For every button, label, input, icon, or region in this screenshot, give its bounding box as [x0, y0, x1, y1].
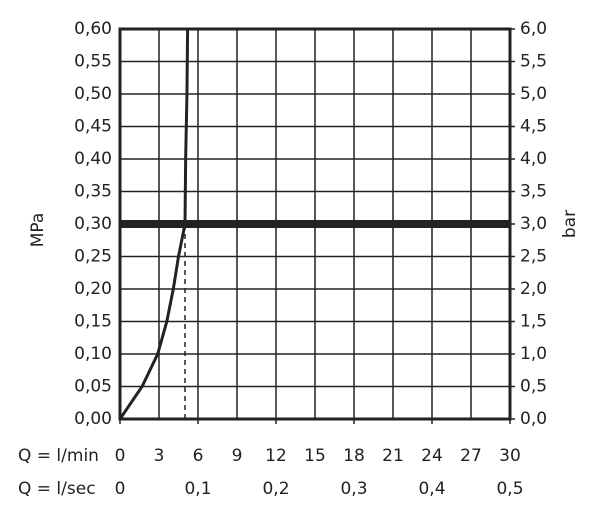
- y2-tick-label: 5,0: [520, 84, 547, 104]
- x2-tick-label: 0: [115, 479, 126, 499]
- x2-tick-label: 0,4: [418, 479, 445, 499]
- y-tick-label: 0,55: [74, 52, 112, 72]
- x2-tick-label: 0,1: [184, 479, 211, 499]
- y2-tick-label: 0,0: [520, 409, 547, 429]
- x-tick-label: 15: [304, 446, 326, 466]
- y2-tick-label: 5,5: [520, 52, 547, 72]
- x-tick-label: 21: [382, 446, 404, 466]
- y-axis-label: MPa: [28, 213, 48, 248]
- y-tick-label: 0,00: [74, 409, 112, 429]
- x-tick-label: 6: [193, 446, 204, 466]
- x-tick-label: 9: [232, 446, 243, 466]
- y-tick-label: 0,30: [74, 214, 112, 234]
- x-tick-label: 30: [499, 446, 521, 466]
- y-tick-label: 0,20: [74, 279, 112, 299]
- y-tick-label: 0,50: [74, 84, 112, 104]
- x-tick-label: 24: [421, 446, 443, 466]
- x2-tick-label: 0,2: [262, 479, 289, 499]
- y2-tick-label: 4,0: [520, 149, 547, 169]
- y-tick-label: 0,05: [74, 377, 112, 397]
- series-line: [118, 28, 190, 420]
- y2-tick-label: 4,5: [520, 117, 547, 137]
- y2-tick-label: 3,0: [520, 214, 547, 234]
- y2-tick-label: 2,0: [520, 279, 547, 299]
- y-tick-label: 0,40: [74, 149, 112, 169]
- y2-tick-label: 2,5: [520, 247, 547, 267]
- x2-axis-label: Q = l/sec: [18, 479, 96, 499]
- x-axis-label: Q = l/min: [18, 446, 99, 466]
- y-tick-label: 0,10: [74, 344, 112, 364]
- x-tick-label: 12: [265, 446, 287, 466]
- y-tick-label: 0,15: [74, 312, 112, 332]
- y-tick-label: 0,45: [74, 117, 112, 137]
- y-tick-label: 0,35: [74, 182, 112, 202]
- y-tick-label: 0,60: [74, 19, 112, 39]
- x-tick-label: 0: [115, 446, 126, 466]
- y2-tick-label: 3,5: [520, 182, 547, 202]
- y2-tick-label: 0,5: [520, 377, 547, 397]
- y2-tick-label: 6,0: [520, 19, 547, 39]
- y2-tick-label: 1,0: [520, 344, 547, 364]
- x2-tick-label: 0,3: [340, 479, 367, 499]
- y-tick-label: 0,25: [74, 247, 112, 267]
- y2-tick-label: 1,5: [520, 312, 547, 332]
- x-tick-label: 3: [154, 446, 165, 466]
- x-tick-label: 18: [343, 446, 365, 466]
- x2-tick-label: 0,5: [496, 479, 523, 499]
- x-tick-label: 27: [460, 446, 482, 466]
- y2-axis-label: bar: [560, 210, 580, 238]
